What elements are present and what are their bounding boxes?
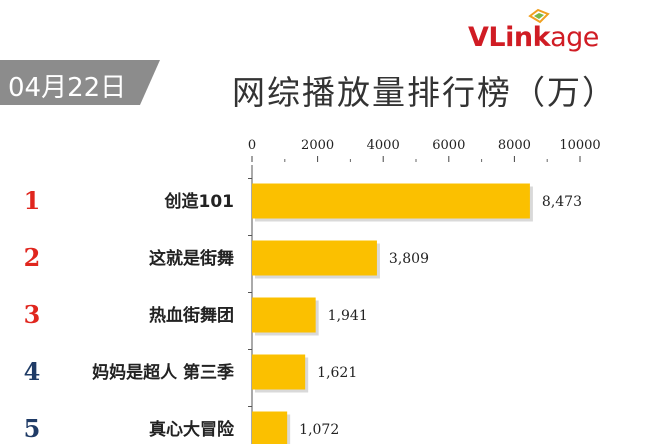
bar [252,297,316,333]
rank-number: 5 [24,414,41,443]
bar [252,240,377,276]
category-label: 真心大冒险 [149,419,235,440]
chart-title: 网综播放量排行榜（万） [232,73,617,112]
x-tick-label: 4000 [367,138,400,153]
value-label: 1,621 [317,365,357,381]
x-tick-label: 0 [248,138,256,153]
rank-number: 4 [24,357,41,386]
bar [252,411,288,444]
x-tick-label: 2000 [301,138,334,153]
logo-text: VLinkage [468,22,599,53]
rank-number: 3 [24,300,41,329]
value-label: 1,941 [328,308,368,324]
category-label: 热血街舞团 [149,305,234,326]
category-label: 创造101 [164,191,235,212]
bar [252,354,306,390]
category-label: 这就是街舞 [149,248,234,269]
rank-number: 2 [24,243,41,272]
x-tick-label: 8000 [498,138,531,153]
category-label: 妈妈是超人 第三季 [92,362,234,383]
logo-mark-icon [528,8,550,24]
value-label: 1,072 [299,422,339,438]
bar [252,183,530,219]
x-tick-label: 10000 [559,138,600,153]
x-tick-label: 6000 [432,138,465,153]
date-badge: 04月22日 [0,60,168,105]
rank-number: 1 [24,186,41,215]
value-label: 8,473 [542,194,582,210]
date-badge-shape [0,60,168,105]
date-text: 04月22日 [8,73,127,103]
vlinkage-logo: VLinkage [468,8,628,53]
value-label: 3,809 [389,251,429,267]
